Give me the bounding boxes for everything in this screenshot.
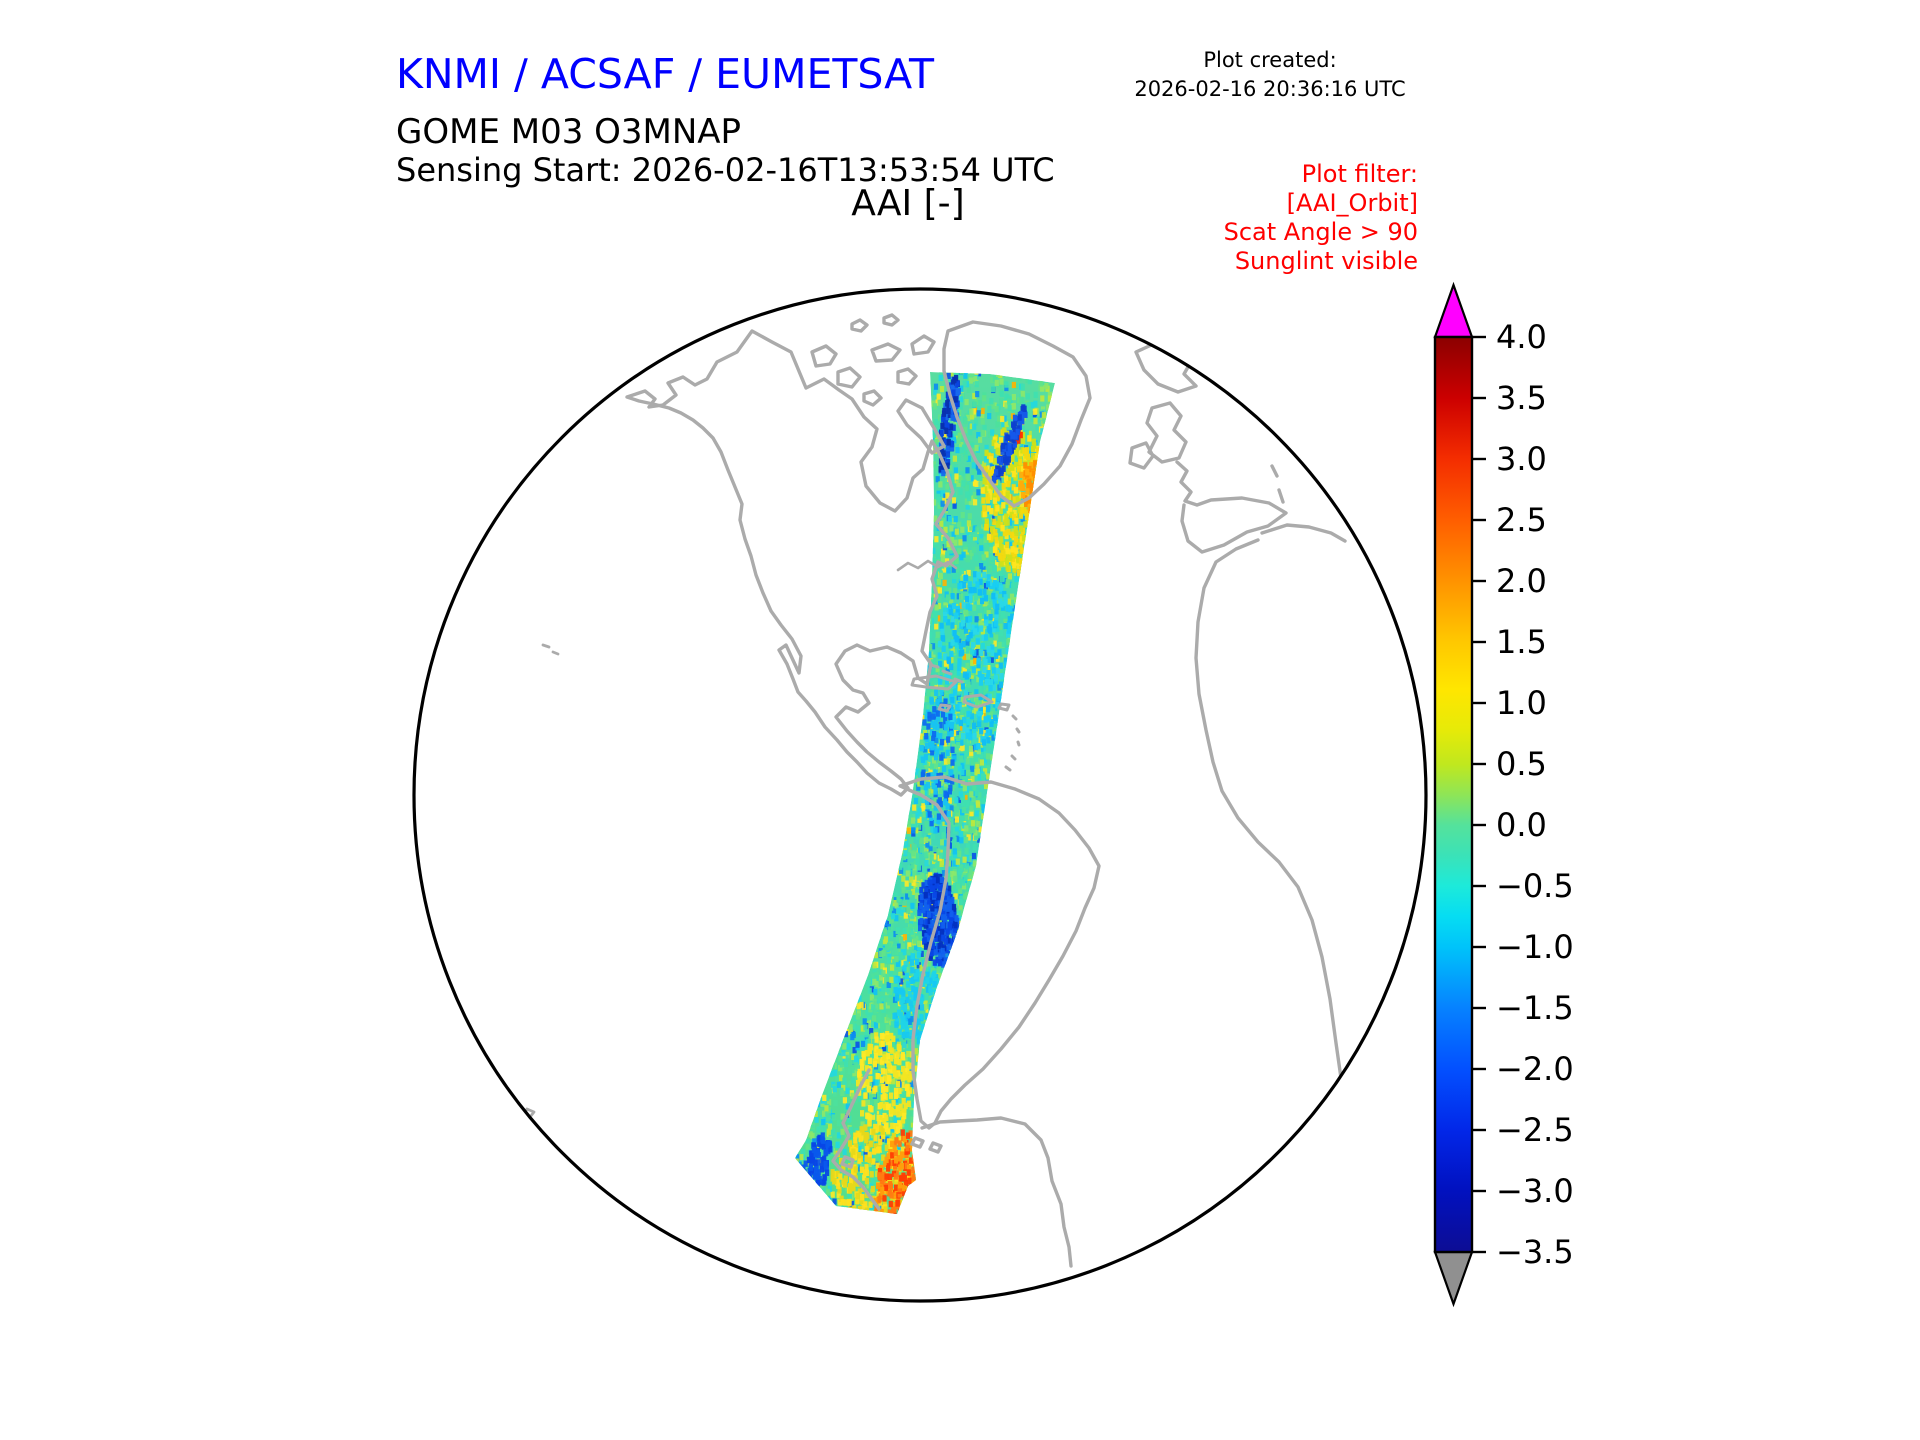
plot-filter-line: Scat Angle > 90 <box>1223 218 1418 246</box>
coastline-africa <box>1194 538 1343 1080</box>
colorbar-tick-label: 3.5 <box>1496 379 1547 417</box>
colorbar-tick-label: 2.0 <box>1496 562 1547 600</box>
coastline-small-islands <box>522 643 560 1119</box>
coastline-antarctica <box>831 1068 1073 1268</box>
colorbar-tick-label: 1.0 <box>1496 684 1547 722</box>
map-title: AAI [-] <box>851 183 965 224</box>
coastlines <box>522 313 1347 1268</box>
colorbar-tick-label: −3.5 <box>1496 1233 1574 1271</box>
coastline-europe-iberia <box>1175 460 1347 554</box>
colorbar-tick-label: −0.5 <box>1496 867 1574 905</box>
colorbar-tick-label: 0.5 <box>1496 745 1547 783</box>
plot-filter-line: [AAI_Orbit] <box>1286 189 1418 217</box>
colorbar-tick-label: −2.0 <box>1496 1050 1574 1088</box>
coastline-greenland <box>942 320 1092 508</box>
coastline-arctic-islands <box>810 313 946 455</box>
colorbar-tick-label: 2.5 <box>1496 501 1547 539</box>
coastline-caribbean <box>910 663 1021 772</box>
colorbar-tick-label: −1.0 <box>1496 928 1574 966</box>
colorbar-tick-label: −3.0 <box>1496 1172 1574 1210</box>
coastline-great-lakes <box>896 559 958 572</box>
colorbar-tick-label: 4.0 <box>1496 318 1547 356</box>
plot-filter-line: Sunglint visible <box>1234 247 1418 275</box>
colorbar-over-arrow <box>1433 281 1474 339</box>
plot-filter-note: Plot filter: [AAI_Orbit] Scat Angle > 90 Su… <box>1040 160 1418 276</box>
plot-created-label: Plot created: <box>1203 48 1337 72</box>
sensing-start-line: Sensing Start: 2026-02-16T13:53:54 UTC <box>396 151 1055 189</box>
colorbar-gradient-bar <box>1433 335 1474 1254</box>
coastline-british-isles <box>1128 401 1188 470</box>
plot-filter-line: Plot filter: <box>1301 160 1418 188</box>
colorbar-under-arrow <box>1433 1250 1474 1308</box>
colorbar: 4.0 3.5 3.0 2.5 2.0 1.5 1.0 0.5 0.0 −0.5 −1.0 −1.5 −… <box>1433 281 1574 1308</box>
colorbar-ticks <box>1472 335 1486 1254</box>
plot-created-timestamp: 2026-02-16 20:36:16 UTC <box>1134 77 1406 102</box>
colorbar-tick-label: 0.0 <box>1496 806 1547 844</box>
brand-title: KNMI / ACSAF / EUMETSAT <box>396 50 935 98</box>
colorbar-tick-labels: 4.0 3.5 3.0 2.5 2.0 1.5 1.0 0.5 0.0 −0.5 −1.0 −1.5 −… <box>1496 318 1574 1271</box>
coastline-north-america <box>625 329 959 797</box>
plot-created-block: Plot created: 2026-02-16 20:36:16 UTC <box>1120 46 1420 105</box>
colorbar-tick-label: 1.5 <box>1496 623 1547 661</box>
colorbar-tick-label: −2.5 <box>1496 1111 1574 1149</box>
colorbar-tick-label: 3.0 <box>1496 440 1547 478</box>
coastline-south-america <box>898 775 1101 1130</box>
globe-outline <box>412 287 1428 1303</box>
colorbar-tick-label: −1.5 <box>1496 989 1574 1027</box>
product-name: GOME M03 O3MNAP <box>396 112 742 152</box>
